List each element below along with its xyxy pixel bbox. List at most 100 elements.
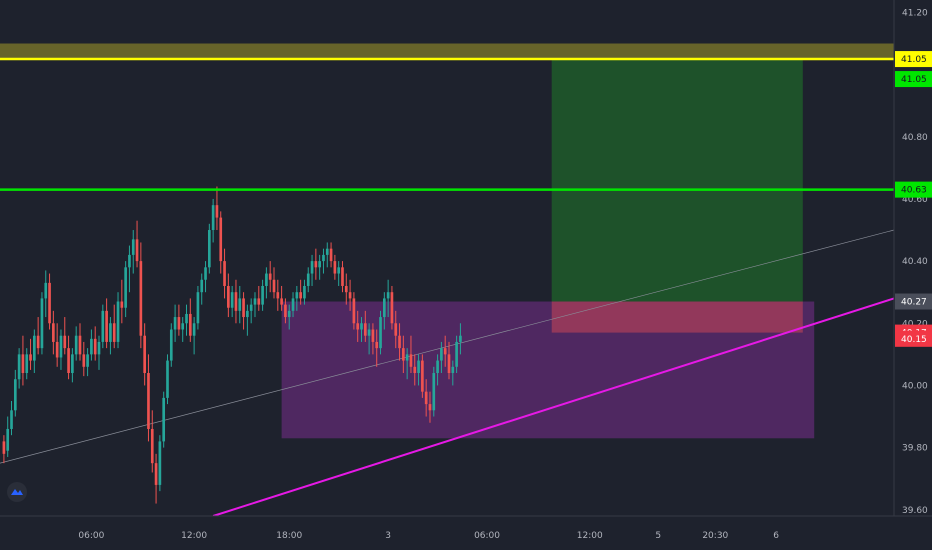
candle-body	[363, 323, 367, 336]
candle-body	[105, 310, 108, 342]
candle-body	[147, 373, 150, 429]
candle-body	[413, 366, 417, 374]
time-tick-label: 12:00	[577, 531, 603, 541]
candle-body	[409, 354, 413, 367]
price-badge	[895, 181, 932, 198]
candle-body	[150, 428, 154, 464]
candle-body	[74, 335, 78, 355]
candle-body	[204, 267, 207, 280]
candle-body	[29, 354, 32, 361]
candles-layer	[2, 186, 462, 504]
price-badge	[895, 71, 932, 88]
candle-body	[128, 254, 131, 268]
candle-body	[322, 254, 325, 262]
candle-body	[10, 410, 13, 429]
candle-body	[257, 298, 261, 305]
candle-body	[135, 239, 139, 262]
candle-body	[344, 285, 348, 293]
candle-body	[428, 404, 432, 411]
candle-body	[48, 282, 51, 324]
candle-body	[360, 323, 363, 330]
price-badge-label: 40.27	[901, 298, 927, 308]
price-tick-label: 41.20	[902, 8, 928, 18]
price-tick-label: 40.60	[902, 195, 928, 205]
candle-body	[154, 463, 158, 485]
price-tick-label: 40.80	[902, 133, 928, 143]
candle-body	[97, 341, 101, 355]
candle-body	[314, 261, 318, 268]
candle-body	[196, 292, 200, 324]
candle-body	[166, 360, 169, 398]
support-trendline[interactable]	[212, 297, 895, 517]
price-tick-label: 40.20	[902, 319, 928, 329]
candle-body	[303, 285, 306, 299]
candle-body	[242, 298, 245, 318]
candle-body	[52, 323, 55, 342]
tradingview-logo-icon[interactable]	[7, 482, 27, 502]
candle-body	[276, 292, 280, 299]
candle-body	[272, 279, 276, 293]
price-tick-label: 39.60	[902, 506, 928, 516]
candle-body	[405, 354, 409, 361]
candle-body	[44, 282, 48, 299]
time-tick-label: 18:00	[276, 531, 302, 541]
candle-body	[329, 248, 333, 262]
candle-body	[143, 335, 146, 374]
price-tick-label: 40.00	[902, 381, 928, 391]
candle-body	[424, 391, 428, 405]
candle-body	[227, 285, 230, 308]
candle-body	[382, 298, 386, 318]
price-badge-label: 40.63	[901, 186, 927, 196]
candle-body	[109, 323, 112, 342]
candle-body	[55, 341, 59, 358]
candle-body	[230, 292, 234, 308]
candle-body	[71, 354, 74, 374]
candle-body	[101, 310, 105, 342]
candle-body	[325, 248, 329, 255]
candle-body	[2, 441, 6, 454]
candle-body	[173, 317, 177, 330]
time-tick-label: 12:00	[181, 531, 207, 541]
zones-layer	[0, 43, 894, 439]
candle-body	[265, 273, 268, 286]
candle-body	[375, 341, 379, 349]
candle-body	[417, 360, 420, 374]
candle-body	[93, 338, 97, 355]
candle-body	[40, 298, 44, 349]
candle-body	[246, 310, 249, 318]
candle-body	[177, 317, 181, 330]
candle-body	[341, 267, 344, 286]
candle-body	[36, 335, 40, 349]
candle-body	[234, 292, 238, 311]
candle-body	[284, 304, 287, 318]
candle-body	[440, 348, 443, 361]
candle-body	[402, 348, 405, 361]
candle-body	[421, 360, 424, 392]
candle-body	[219, 217, 223, 262]
lines-layer	[0, 57, 895, 517]
candle-body	[78, 335, 82, 355]
candle-body	[379, 317, 382, 349]
candle-body	[394, 323, 398, 336]
candle-body	[268, 273, 272, 280]
candle-body	[6, 428, 10, 451]
candle-body	[131, 239, 135, 255]
price-axis[interactable]: 41.20 41.05 40.80 40.60 40.40 40.20 40.00 39.80…	[893, 0, 932, 550]
candle-body	[21, 354, 25, 374]
candle-body	[215, 205, 219, 218]
price-badge	[895, 293, 932, 310]
price-axis-bg	[894, 0, 932, 550]
candle-body	[299, 292, 302, 299]
price-badge	[895, 51, 932, 68]
candle-body	[352, 298, 356, 324]
time-tick-label: 06:00	[474, 531, 500, 541]
candle-body	[371, 329, 375, 342]
candle-body	[192, 323, 196, 336]
time-axis[interactable]: 06:00 12:00 18:00 3 06:00 12:00 5 20:30 6	[0, 515, 932, 550]
candle-body	[337, 267, 341, 274]
candle-body	[238, 298, 242, 311]
candle-body	[459, 335, 462, 342]
price-tick-label: 40.40	[902, 257, 928, 267]
candle-body	[13, 379, 17, 411]
